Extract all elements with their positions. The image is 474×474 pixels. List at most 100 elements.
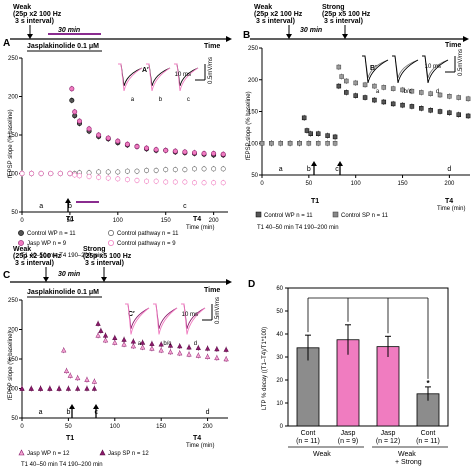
legend-marker-b-1 <box>332 211 339 218</box>
data-point-b-0-8 <box>315 131 321 136</box>
data-point-a-2-12 <box>115 138 121 144</box>
xlabel-a: Time (min) <box>186 225 214 231</box>
data-point-b-0-17 <box>390 101 396 107</box>
data-point-c-0-7 <box>67 372 73 378</box>
x-tick-label-b-3: 150 <box>398 181 409 187</box>
trace-b-1-1 <box>392 55 419 84</box>
data-point-b-1-15 <box>381 85 387 90</box>
data-point-c-0-13 <box>112 339 118 345</box>
weak-stim-interval-c: 3 s interval) <box>15 260 54 267</box>
data-point-b-1-0 <box>259 141 265 146</box>
category-n-d-3: (n = 11) <box>416 438 440 445</box>
data-point-a-2-9 <box>86 126 92 132</box>
data-point-c-1-17 <box>158 341 164 347</box>
data-point-c-0-23 <box>204 353 211 359</box>
trace-label-a-0: a <box>131 97 135 103</box>
trace-label-c-1: b/c <box>163 341 171 347</box>
data-point-b-0-14 <box>362 95 368 100</box>
scale-mv-c: 0.5mV/ms <box>215 297 221 324</box>
data-point-b-1-9 <box>336 64 342 70</box>
trace-label-c-0: a <box>138 341 142 347</box>
data-point-c-1-16 <box>149 340 155 346</box>
x-tick-label-b-0: 0 <box>260 181 264 187</box>
data-point-c-0-16 <box>139 344 146 350</box>
y-tick-label-c-2: 150 <box>8 357 19 363</box>
data-point-b-1-17 <box>400 87 405 93</box>
y-tick-label-a-4: 250 <box>8 56 19 62</box>
data-point-b-0-9 <box>325 133 330 138</box>
data-point-c-1-19 <box>177 343 183 349</box>
trace-b-0-0 <box>362 55 389 79</box>
trace-c-2-1 <box>181 303 206 335</box>
legend-a: Control WP n = 11 Control pathway n = 11… <box>18 230 179 259</box>
data-point-b-0-7 <box>308 131 313 136</box>
x-tick-label-b-1: 50 <box>306 181 313 187</box>
legend-marker-a-3 <box>108 239 115 246</box>
data-point-a-3-15 <box>153 178 159 184</box>
data-point-b-0-11 <box>336 83 342 89</box>
weak-stim-label-c: Weak <box>13 246 31 253</box>
phase-label-b-3: d <box>447 166 451 173</box>
data-point-b-1-11 <box>344 78 349 84</box>
y-tick-label-a-3: 200 <box>8 95 19 101</box>
data-point-c-0-14 <box>121 341 127 347</box>
data-point-a-3-14 <box>144 178 150 184</box>
trace-label-b-0: a <box>376 89 380 95</box>
data-point-c-0-15 <box>130 343 137 349</box>
bar-d-2 <box>376 346 400 427</box>
ylabel-c: fEPSP slope (% baseline) <box>8 331 14 400</box>
data-point-a-2-17 <box>163 147 169 153</box>
data-point-c-1-8 <box>91 385 98 391</box>
phase-label-a-0: a <box>39 203 43 210</box>
data-point-c-1-20 <box>186 344 192 350</box>
trace-c-1-1 <box>153 303 178 335</box>
data-point-c-1-12 <box>112 334 118 341</box>
data-point-b-1-2 <box>278 141 283 146</box>
t4-label-b: T4 <box>445 198 453 205</box>
windows-note-a: T1 40–50 min T4 190–200 min <box>21 253 103 259</box>
data-point-b-0-20 <box>419 106 424 111</box>
legend-label-b-0: Control WP n = 11 <box>264 213 313 219</box>
y-tick-label-a-1: 100 <box>8 172 19 178</box>
significance-star-d: * <box>426 379 430 388</box>
legend-label-a-2: Jasp WP n = 9 <box>27 241 67 247</box>
data-point-a-3-5 <box>67 171 73 177</box>
y-tick-label-b-2: 150 <box>248 110 259 116</box>
data-point-a-2-18 <box>172 148 178 154</box>
xlabel-c: Time (min) <box>186 443 214 449</box>
data-point-b-0-21 <box>428 107 433 113</box>
legend-label-c-1: Jasp SP n = 12 <box>108 451 149 457</box>
strong-stim-interval-b: 3 s interval) <box>324 18 363 25</box>
y-tick-label-d-5: 50 <box>276 309 283 315</box>
data-point-c-1-3 <box>47 385 53 391</box>
weak-stim-label-a: Weak <box>13 4 31 11</box>
trace-c-1-0 <box>153 303 178 329</box>
weak-stim-label-b: Weak <box>254 4 272 11</box>
category-n-d-1: (n = 9) <box>338 438 358 445</box>
trace-c-0-0 <box>125 303 150 329</box>
data-point-c-1-22 <box>204 345 211 351</box>
data-point-c-0-10 <box>91 378 98 384</box>
xlabel-b: Time (min) <box>437 206 465 212</box>
x-tick-label-b-4: 200 <box>444 181 455 187</box>
data-point-b-1-3 <box>287 141 293 146</box>
y-tick-label-c-3: 200 <box>8 328 19 334</box>
y-tick-label-a-2: 150 <box>8 133 19 139</box>
interval-label-c: 30 min <box>58 271 80 278</box>
data-point-a-3-1 <box>29 171 35 177</box>
inset-letter-c: C′ <box>128 311 135 318</box>
data-point-b-1-24 <box>465 96 471 102</box>
legend-label-a-0: Control WP n = 11 <box>27 231 76 237</box>
y-tick-label-b-0: 50 <box>251 173 258 179</box>
data-point-c-0-20 <box>177 350 183 356</box>
group-label-weak: Weak <box>313 451 331 458</box>
data-point-c-1-21 <box>195 344 202 351</box>
data-point-a-0-6 <box>69 97 75 103</box>
data-point-a-2-14 <box>134 144 140 150</box>
timeline-label-b: Time <box>445 42 461 49</box>
timeline-label-c: Time <box>204 287 220 294</box>
trace-label-a-2: c <box>187 97 190 103</box>
